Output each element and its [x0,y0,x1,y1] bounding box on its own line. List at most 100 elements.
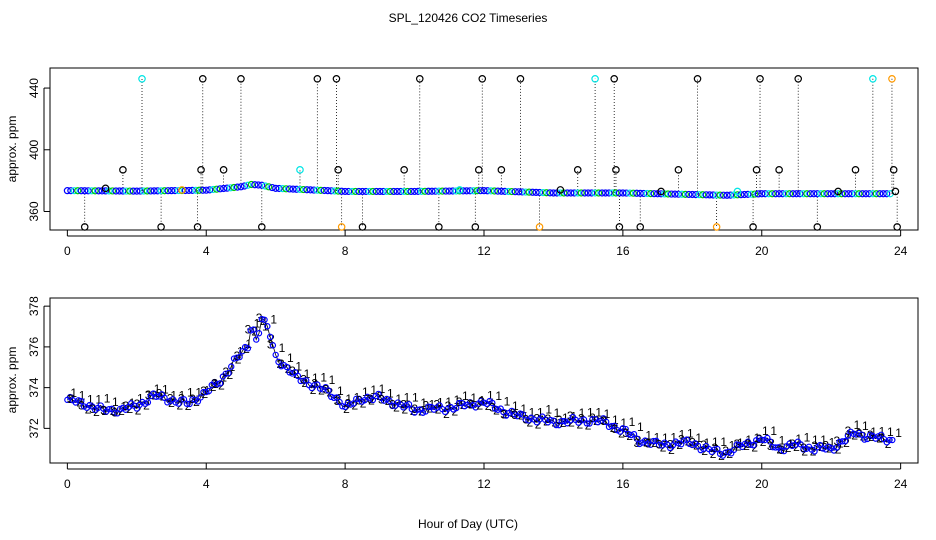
baseline-point [442,187,450,195]
baseline-point [820,190,828,198]
series-o-point [216,380,224,387]
baseline-point [483,187,492,195]
series-1-point: 1 [412,390,419,404]
baseline-point [626,189,634,197]
series-o-point [553,421,560,429]
baseline-point [199,186,207,194]
series-1-point: 1 [779,433,786,447]
series-1-point: 1 [545,403,552,417]
bottom-y-tick-label: 376 [27,337,41,357]
baseline-point [813,190,821,198]
top-panel: 0 4 8 12 16 20 24 360 400 440 approx. ppm [5,67,919,258]
baseline-point [147,187,155,195]
baseline-point [435,187,443,195]
baseline-point [719,191,728,199]
spike-point [591,75,599,83]
spike-point [197,166,205,174]
spike-point [497,166,506,174]
baseline-point [636,189,644,197]
baseline-point [664,190,672,198]
baseline-point [247,180,255,189]
baseline-point [122,187,130,195]
series-o-point [244,345,252,352]
spike-point [400,166,408,174]
series-o-point [653,437,660,445]
series-o-point [294,372,302,380]
spike-point [415,75,424,83]
baseline-point [709,191,717,199]
baseline-point [688,190,696,199]
spike-point [893,223,901,231]
baseline-point [129,187,137,195]
series-1-point: 1 [645,429,652,443]
top-x-tick-label: 20 [755,244,769,258]
spike-point [313,75,322,83]
baseline-point [608,189,617,197]
baseline-point [615,189,624,197]
spike-point [749,223,757,231]
series-1-point: 1 [329,373,336,387]
top-x-tick-label: 4 [203,244,210,258]
baseline-point [713,191,721,199]
baseline-point [508,187,516,196]
series-1-point: 1 [870,425,877,439]
baseline-point [452,187,460,195]
baseline-point [473,187,481,195]
series-1-point: 1 [679,428,686,442]
series-o-point [797,441,804,448]
baseline-point [622,189,630,197]
series-1-point: 1 [862,419,869,433]
series-1-point: 1 [854,418,861,432]
series-1-point: 1 [595,405,602,419]
series-o-point [228,363,235,370]
series-1-point: 1 [487,389,494,403]
baseline-point [501,187,509,195]
series-o-point [683,436,690,443]
baseline-point [202,186,210,194]
series-o-point [250,326,257,333]
baseline-point [706,191,714,199]
baseline-point [674,190,683,198]
top-x-tick-label: 8 [342,244,349,258]
baseline-point [806,190,814,198]
baseline-point [126,187,134,195]
baseline-point [181,186,190,195]
baseline-point [532,188,540,196]
baseline-point [91,187,99,195]
series-o-point [628,431,635,439]
spike-point [756,75,764,83]
spike-point [610,75,619,83]
baseline-point [70,187,78,195]
spike-point [674,166,683,174]
series-o-point [311,381,318,389]
spike-point [869,75,877,83]
spike-point [435,223,443,231]
baseline-point [751,190,759,198]
baseline-point [803,190,811,198]
series-1-point: 1 [287,351,294,365]
baseline-point [723,191,731,199]
baseline-point [101,187,110,195]
spike-point [556,186,565,194]
series-o-point [230,355,238,362]
series-o-point [197,394,204,401]
baseline-point [754,190,762,198]
top-y-tick-label: 360 [27,201,41,221]
spike-point [198,75,207,83]
series-1-point: 1 [462,389,469,403]
series-o-point [111,409,118,417]
baseline-point [220,184,228,193]
baseline-point [424,187,433,195]
series-o-point [386,397,393,405]
baseline-point [692,190,700,199]
series-o-point [214,381,221,388]
series-1-point: 1 [770,424,777,438]
series-1-point: 1 [445,395,452,409]
baseline-point [296,185,304,194]
spike-point [813,223,822,231]
series-1-point: 1 [570,409,577,423]
top-y-tick-label: 400 [27,139,41,159]
series-1-point: 1 [829,435,836,449]
